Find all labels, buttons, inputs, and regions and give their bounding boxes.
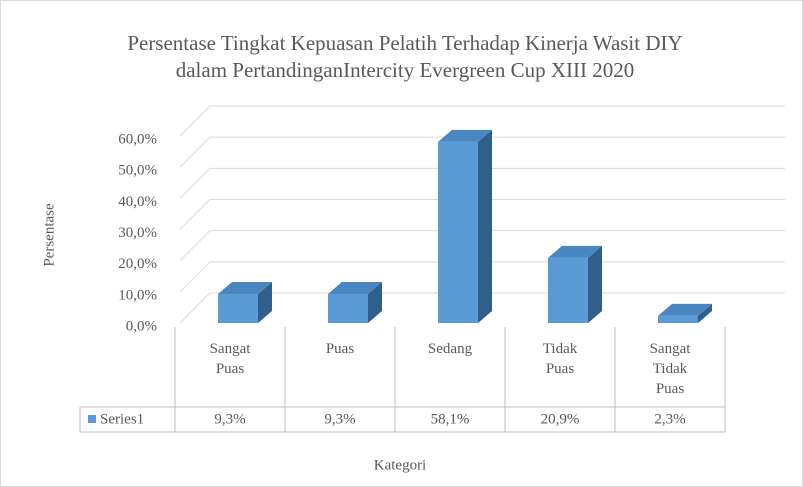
y-tick-label: 30,0% xyxy=(118,225,157,241)
y-tick-label: 20,0% xyxy=(118,256,157,272)
x-tick-label: Sangat Tidak Puas xyxy=(649,341,691,397)
y-tick-label: 50,0% xyxy=(118,163,157,179)
y-tick-label: 10,0% xyxy=(118,287,157,303)
bar-top xyxy=(658,303,712,316)
grid-line xyxy=(179,136,785,168)
x-tick-label: Sedang xyxy=(427,341,473,357)
bar-top xyxy=(218,282,272,295)
x-tick-label: Tidak Puas xyxy=(542,341,578,377)
y-tick-label: 60,0% xyxy=(118,131,157,147)
data-table-value: 2,3% xyxy=(654,411,685,427)
bar xyxy=(218,294,258,323)
bar-side xyxy=(258,282,272,323)
grid-line xyxy=(179,199,785,230)
bar-top xyxy=(548,245,602,258)
legend-swatch xyxy=(88,415,96,423)
data-table-value: 9,3% xyxy=(214,411,245,427)
x-tick-label: Puas xyxy=(325,341,355,357)
bar-side xyxy=(368,282,382,323)
y-axis-label: Persentase xyxy=(41,203,57,267)
y-tick-label: 40,0% xyxy=(118,194,157,210)
bar xyxy=(328,294,368,323)
bar-top xyxy=(438,129,492,142)
bar-top xyxy=(328,282,382,295)
data-table-value: 9,3% xyxy=(324,411,355,427)
bar-side xyxy=(588,245,602,323)
bar xyxy=(438,141,478,323)
grid-line xyxy=(179,230,785,262)
y-tick-label: 0,0% xyxy=(126,318,157,334)
bar xyxy=(658,315,698,323)
bar-side xyxy=(698,303,712,323)
x-axis-label: Kategori xyxy=(374,457,426,473)
data-table-value: 58,1% xyxy=(431,411,470,427)
bar xyxy=(548,257,588,323)
bar-side xyxy=(478,129,492,323)
legend-label: Series1 xyxy=(100,411,144,427)
grid-line xyxy=(179,105,785,137)
data-table-value: 20,9% xyxy=(541,411,580,427)
grid-line xyxy=(179,167,785,199)
x-tick-label: Sangat Puas xyxy=(209,341,251,377)
chart-title: Persentase Tingkat Kepuasan Pelatih Terh… xyxy=(127,31,683,82)
